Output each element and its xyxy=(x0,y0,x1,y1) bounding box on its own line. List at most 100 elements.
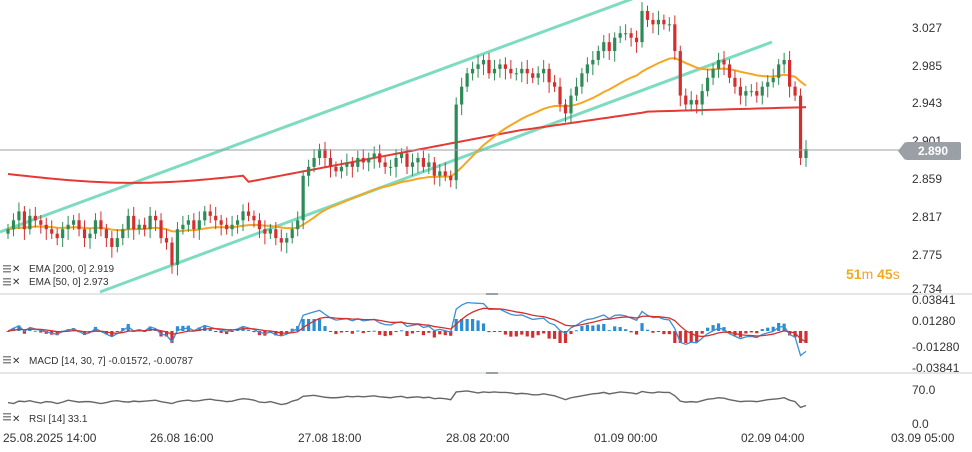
macd-histogram-bar xyxy=(804,331,808,343)
macd-histogram-bar xyxy=(345,331,349,332)
macd-histogram-bar xyxy=(498,331,502,332)
candle-body xyxy=(317,149,322,158)
candle-body xyxy=(651,19,655,25)
rsi-legend[interactable]: ✕ RSI [14] 33.1 xyxy=(3,413,88,425)
candle-body xyxy=(175,229,180,265)
candle-body xyxy=(235,220,240,225)
time-tick: 26.08 16:00 xyxy=(150,431,214,445)
macd-histogram-bar xyxy=(640,323,644,331)
legend-menu-icon[interactable] xyxy=(3,278,11,286)
macd-histogram-bar xyxy=(71,328,76,331)
legend-menu-icon[interactable] xyxy=(3,356,11,364)
legend-menu-icon[interactable] xyxy=(3,265,11,273)
ema200-value: 2.919 xyxy=(89,264,114,275)
remove-x-icon[interactable]: ✕ xyxy=(12,277,20,288)
macd-histogram-bar xyxy=(317,319,322,331)
candle-body xyxy=(667,24,671,26)
macd-histogram-bar xyxy=(667,331,671,335)
candle-body xyxy=(492,68,497,74)
rsi-pane[interactable] xyxy=(7,390,807,409)
candle-body xyxy=(574,86,579,96)
price-tick: 2.734 xyxy=(912,282,942,296)
candle-body xyxy=(700,91,704,105)
macd-histogram-bar xyxy=(378,331,382,335)
candle-body xyxy=(121,229,125,239)
candle-body xyxy=(339,166,344,172)
candle-body xyxy=(755,91,759,96)
candle-body xyxy=(629,33,633,38)
macd-histogram-bar xyxy=(678,331,682,343)
candle-body xyxy=(738,86,743,96)
candle-body xyxy=(695,100,699,105)
candle-body xyxy=(416,157,420,163)
macd-histogram-bar xyxy=(684,331,688,343)
candle-body xyxy=(607,42,611,52)
macd-histogram-bar xyxy=(613,326,617,331)
macd-legend-text: MACD [14, 30, 7] -0.01572, -0.00787 xyxy=(29,356,193,367)
price-tick: 2.859 xyxy=(912,172,942,186)
candle-body xyxy=(378,153,382,163)
remove-x-icon[interactable]: ✕ xyxy=(12,356,20,367)
candle-body xyxy=(61,229,65,239)
remove-x-icon[interactable]: ✕ xyxy=(12,264,20,275)
candle-body xyxy=(503,64,507,69)
candle-body xyxy=(110,238,114,248)
candle-body xyxy=(192,220,196,230)
macd-histogram-bar xyxy=(328,331,333,332)
candle-body xyxy=(44,224,48,230)
macd-legend[interactable]: ✕ MACD [14, 30, 7] -0.01572, -0.00787 xyxy=(3,356,193,367)
candle-body xyxy=(624,33,628,35)
ema200-legend-text: EMA [200, 0] 2.919 xyxy=(29,264,115,275)
macd-histogram-bar xyxy=(460,319,464,331)
candle-body xyxy=(465,73,469,87)
candle-body xyxy=(350,162,354,167)
macd-histogram-bar xyxy=(383,331,387,337)
channel-lower-line xyxy=(99,40,773,294)
macd-histogram-bar xyxy=(662,331,666,335)
channel-upper-line xyxy=(0,0,634,234)
macd-histogram-bar xyxy=(148,326,152,331)
remove-x-icon[interactable]: ✕ xyxy=(12,414,20,425)
candle-body xyxy=(153,215,158,221)
macd-histogram-bar xyxy=(558,331,562,343)
macd-pane[interactable] xyxy=(6,301,808,357)
macd-histogram-bar xyxy=(695,331,699,343)
candle-body xyxy=(673,24,677,52)
candle-body xyxy=(618,33,622,38)
macd-histogram-bar xyxy=(711,325,715,331)
ema200-legend[interactable]: ✕ EMA [200, 0] 2.919 xyxy=(3,264,115,275)
candle-body xyxy=(569,95,573,114)
macd-histogram-bar xyxy=(673,331,677,343)
macd-histogram-bar xyxy=(274,331,278,336)
candle-body xyxy=(77,220,81,230)
candle-body xyxy=(804,149,808,158)
macd-histogram-bar xyxy=(219,331,223,333)
candle-body xyxy=(6,229,10,234)
candle-body xyxy=(361,157,365,163)
macd-histogram-bar xyxy=(399,330,404,332)
candle-body xyxy=(252,215,256,221)
candle-body xyxy=(181,224,185,230)
macd-histogram-bar xyxy=(394,331,398,332)
rsi-tick: 0.0 xyxy=(912,417,929,431)
candle-body xyxy=(55,233,59,239)
candle-body xyxy=(771,77,775,83)
candle-body xyxy=(514,73,518,75)
candle-body xyxy=(722,59,726,65)
macd-histogram-bar xyxy=(771,326,775,331)
legend-menu-icon[interactable] xyxy=(3,413,11,421)
macd-histogram-bar xyxy=(749,331,753,333)
macd-histogram-bar xyxy=(563,331,568,343)
ema50-legend[interactable]: ✕ EMA [50, 0] 2.973 xyxy=(3,277,109,288)
candle-body xyxy=(684,95,688,105)
candle-body xyxy=(383,162,387,167)
macd-histogram-bar xyxy=(492,331,497,332)
candle-body xyxy=(454,104,458,181)
candle-body xyxy=(356,157,360,167)
macd-histogram-bar xyxy=(290,328,294,331)
price-pane[interactable] xyxy=(0,0,905,294)
candle-body xyxy=(290,229,294,239)
candle-body xyxy=(536,73,540,78)
candle-body xyxy=(421,157,425,167)
